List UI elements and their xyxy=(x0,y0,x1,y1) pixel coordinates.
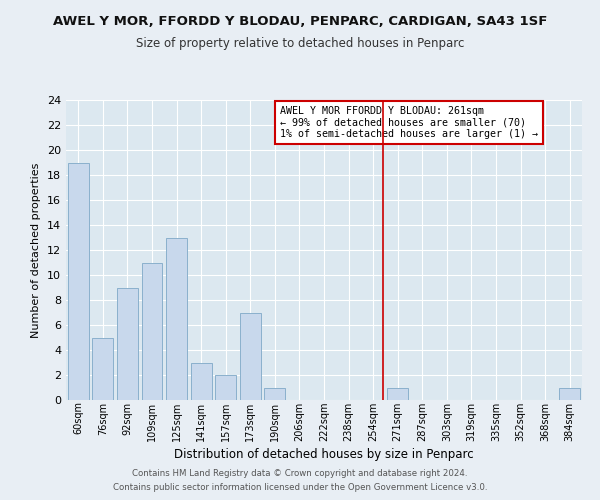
Text: AWEL Y MOR FFORDD Y BLODAU: 261sqm
← 99% of detached houses are smaller (70)
1% : AWEL Y MOR FFORDD Y BLODAU: 261sqm ← 99%… xyxy=(280,106,538,139)
Text: Contains public sector information licensed under the Open Government Licence v3: Contains public sector information licen… xyxy=(113,484,487,492)
Bar xyxy=(68,162,89,400)
Bar xyxy=(166,238,187,400)
Bar xyxy=(215,375,236,400)
Text: Contains HM Land Registry data © Crown copyright and database right 2024.: Contains HM Land Registry data © Crown c… xyxy=(132,468,468,477)
X-axis label: Distribution of detached houses by size in Penparc: Distribution of detached houses by size … xyxy=(174,448,474,461)
Bar xyxy=(191,362,212,400)
Text: AWEL Y MOR, FFORDD Y BLODAU, PENPARC, CARDIGAN, SA43 1SF: AWEL Y MOR, FFORDD Y BLODAU, PENPARC, CA… xyxy=(53,15,547,28)
Bar xyxy=(92,338,113,400)
Bar xyxy=(142,262,163,400)
Bar xyxy=(265,388,286,400)
Bar xyxy=(387,388,408,400)
Bar xyxy=(559,388,580,400)
Y-axis label: Number of detached properties: Number of detached properties xyxy=(31,162,41,338)
Text: Size of property relative to detached houses in Penparc: Size of property relative to detached ho… xyxy=(136,38,464,51)
Bar xyxy=(117,288,138,400)
Bar xyxy=(240,312,261,400)
